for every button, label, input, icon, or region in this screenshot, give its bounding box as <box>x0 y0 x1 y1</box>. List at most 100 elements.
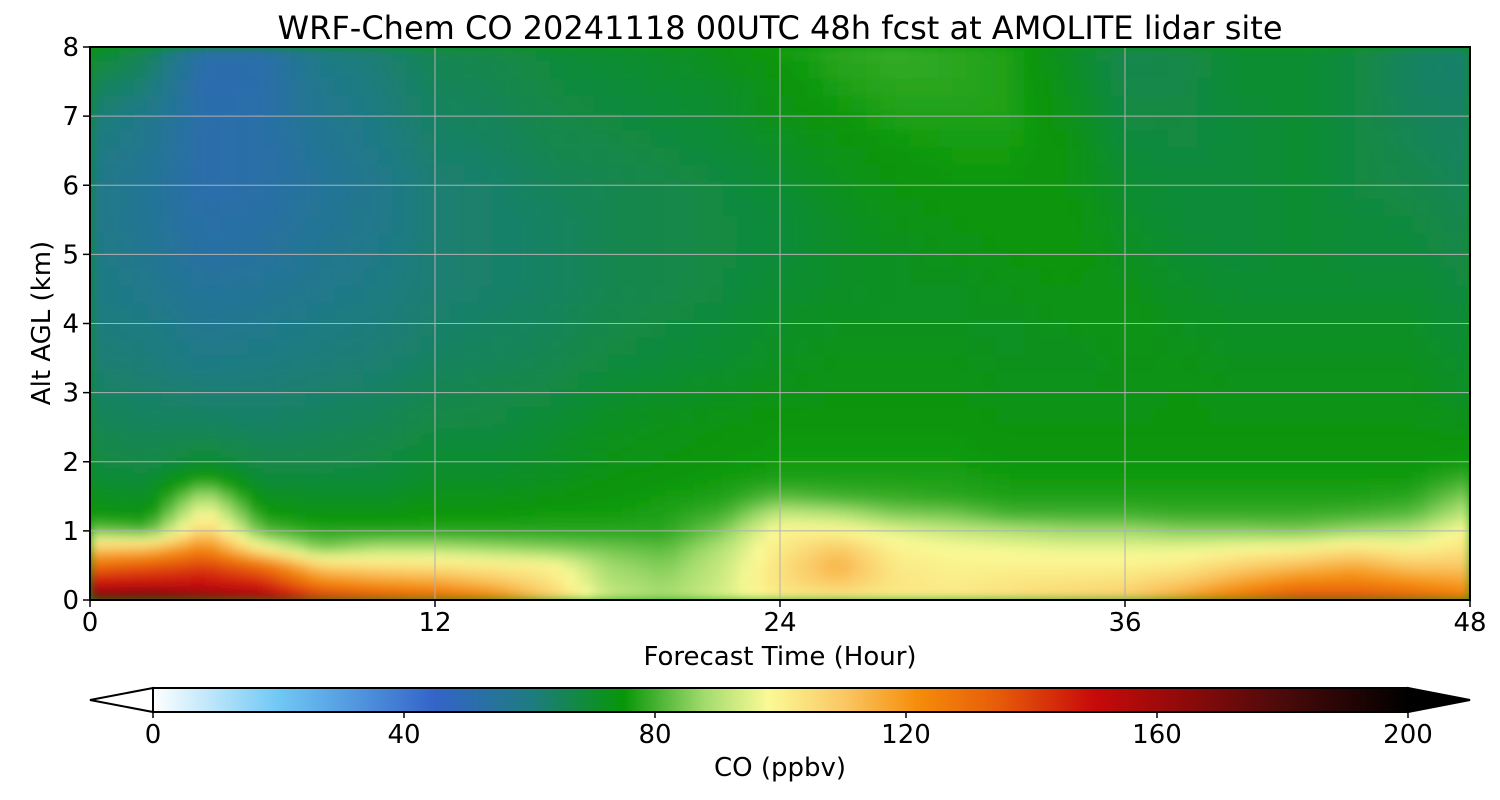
contour-cell <box>923 588 939 596</box>
contour-cell <box>305 405 321 424</box>
contour-cell <box>478 181 494 200</box>
contour-cell <box>219 561 235 568</box>
contour-cell <box>377 500 393 507</box>
contour-cell <box>147 434 163 441</box>
contour-cell <box>1355 434 1371 441</box>
contour-cell <box>363 439 379 446</box>
contour-cell <box>1110 198 1126 217</box>
contour-cell <box>363 478 379 485</box>
contour-cell <box>118 583 134 590</box>
contour-cell <box>995 163 1011 182</box>
contour-cell <box>276 483 293 491</box>
contour-cell <box>1326 215 1342 234</box>
contour-cell <box>1110 505 1126 513</box>
contour-cell <box>406 250 422 269</box>
contour-cell <box>1311 423 1328 430</box>
contour-cell <box>348 494 364 502</box>
contour-cell <box>665 478 681 485</box>
contour-cell <box>851 572 868 579</box>
contour-cell <box>895 489 911 496</box>
contour-cell <box>1211 450 1227 458</box>
contour-cell <box>320 566 336 574</box>
contour-cell <box>765 428 781 435</box>
contour-cell <box>1182 302 1198 321</box>
contour-cell <box>938 517 954 524</box>
contour-cell <box>420 439 436 446</box>
contour-cell <box>1010 47 1026 61</box>
contour-cell <box>1110 445 1126 452</box>
contour-cell <box>219 181 235 200</box>
contour-cell <box>363 423 379 430</box>
contour-cell <box>1067 467 1083 474</box>
contour-cell <box>176 232 192 252</box>
contour-cell <box>147 517 163 524</box>
contour-cell <box>1081 594 1098 600</box>
contour-cell <box>808 215 824 234</box>
contour-cell <box>938 561 954 568</box>
contour-cell <box>1053 522 1069 529</box>
contour-cell <box>794 550 810 557</box>
contour-cell <box>780 561 796 568</box>
contour-cell <box>780 467 796 474</box>
contour-cell <box>1024 388 1040 407</box>
contour-cell <box>176 111 192 131</box>
contour-cell <box>981 511 997 518</box>
contour-cell <box>435 434 451 441</box>
contour-cell <box>607 533 623 540</box>
contour-cell <box>1355 489 1371 496</box>
contour-cell <box>1168 577 1184 585</box>
contour-cell <box>104 572 120 579</box>
contour-cell <box>966 555 983 563</box>
contour-cell <box>693 522 709 529</box>
contour-cell <box>636 146 652 165</box>
contour-cell <box>1139 577 1155 585</box>
contour-cell <box>923 533 939 540</box>
contour-cell <box>808 483 824 491</box>
contour-cell <box>693 77 709 96</box>
contour-cell <box>348 445 364 452</box>
contour-cell <box>1383 353 1399 372</box>
contour-cell <box>1398 483 1414 491</box>
contour-cell <box>1182 129 1198 148</box>
contour-cell <box>133 215 149 234</box>
contour-cell <box>391 47 408 61</box>
contour-cell <box>1196 198 1213 217</box>
contour-cell <box>679 511 695 518</box>
contour-cell <box>377 428 393 435</box>
contour-cell <box>650 388 666 407</box>
contour-cell <box>1311 550 1328 557</box>
contour-cell <box>1139 572 1155 579</box>
contour-cell <box>1125 405 1141 424</box>
contour-cell <box>952 489 968 496</box>
contour-cell <box>593 163 609 182</box>
contour-cell <box>176 181 192 200</box>
contour-cell <box>1340 450 1356 458</box>
contour-cell <box>866 467 882 474</box>
contour-cell <box>1010 533 1026 540</box>
contour-cell <box>463 461 479 469</box>
contour-cell <box>665 250 681 269</box>
contour-cell <box>736 478 753 485</box>
contour-cell <box>765 566 781 574</box>
contour-cell <box>1182 111 1198 131</box>
contour-cell <box>1081 588 1098 596</box>
contour-cell <box>1125 181 1141 200</box>
contour-cell <box>880 533 896 540</box>
contour-cell <box>550 572 566 579</box>
contour-cell <box>679 319 695 338</box>
chart-title: WRF-Chem CO 20241118 00UTC 48h fcst at A… <box>277 9 1282 47</box>
contour-cell <box>952 555 968 563</box>
contour-cell <box>118 483 134 491</box>
contour-cell <box>1182 511 1198 518</box>
contour-cell <box>679 544 695 552</box>
contour-cell <box>564 405 580 424</box>
contour-cell <box>1225 284 1241 303</box>
contour-cell <box>1268 555 1284 563</box>
contour-cell <box>1153 181 1169 200</box>
contour-cell <box>995 467 1011 474</box>
contour-cell <box>851 522 868 529</box>
contour-cell <box>550 111 566 131</box>
contour-cell <box>550 47 566 61</box>
contour-cell <box>823 594 839 600</box>
contour-cell <box>363 302 379 321</box>
